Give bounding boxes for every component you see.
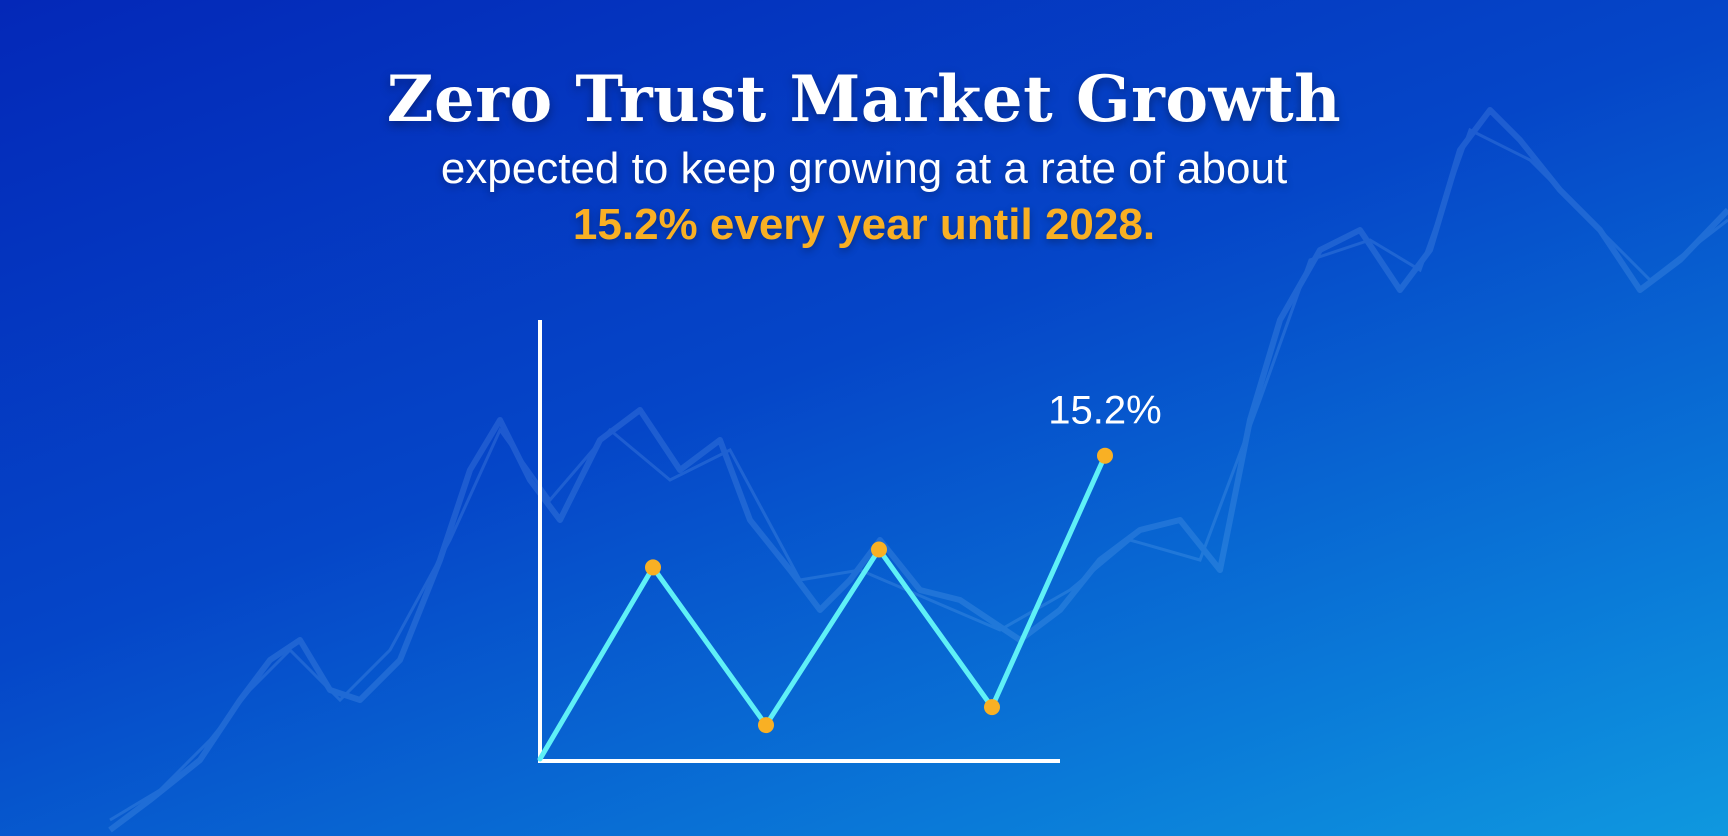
- chart-axes: [538, 320, 1060, 763]
- line-segment-2: [763, 546, 882, 728]
- line-segment-0: [537, 564, 656, 762]
- header: Zero Trust Market Growth expected to kee…: [0, 60, 1728, 254]
- line-segment-4: [989, 453, 1108, 710]
- chart-series-line: [537, 453, 1108, 762]
- growth-highlight: 15.2% every year until 2028.: [572, 200, 1156, 249]
- data-point-3: [871, 541, 887, 558]
- data-point-4: [984, 699, 1000, 716]
- page-title: Zero Trust Market Growth: [386, 62, 1342, 137]
- line-segment-1: [650, 564, 769, 728]
- line-segment-3: [876, 546, 995, 710]
- data-point-2: [758, 717, 774, 734]
- data-point-1: [645, 559, 661, 576]
- subtitle: expected to keep growing at a rate of ab…: [440, 144, 1288, 193]
- chart-annotations: 15.2%: [1048, 389, 1161, 433]
- chart-points: [645, 447, 1113, 734]
- data-label-0: 15.2%: [1048, 389, 1161, 433]
- data-point-5: [1097, 447, 1113, 464]
